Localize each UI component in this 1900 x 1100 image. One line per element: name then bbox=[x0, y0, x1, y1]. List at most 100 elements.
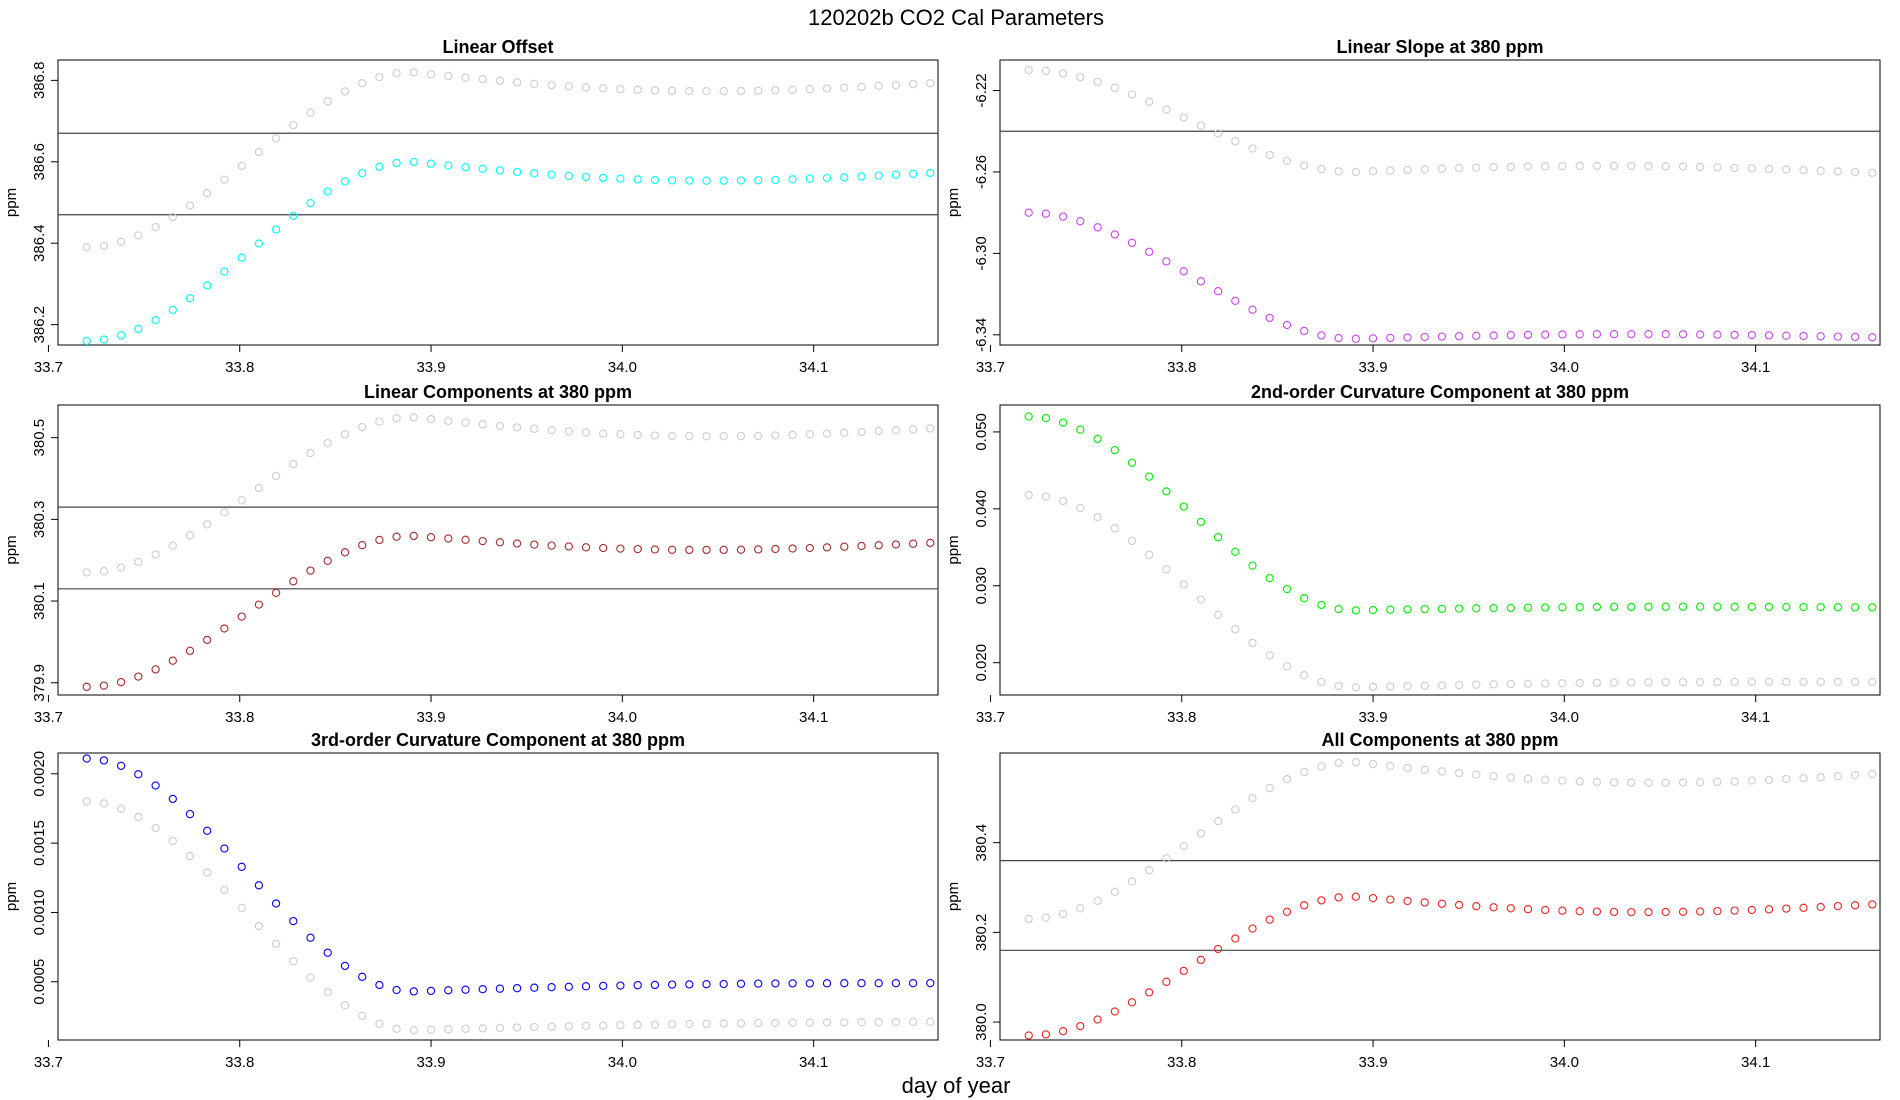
data-point bbox=[547, 170, 556, 179]
data-point bbox=[1523, 905, 1533, 914]
data-point bbox=[736, 979, 746, 988]
data-point bbox=[857, 541, 866, 551]
data-point bbox=[306, 566, 315, 575]
data-point bbox=[1351, 334, 1360, 343]
data-point bbox=[1764, 677, 1774, 687]
data-point bbox=[1644, 907, 1653, 917]
data-point bbox=[1196, 121, 1206, 130]
data-point bbox=[650, 1020, 660, 1029]
data-point bbox=[254, 147, 264, 157]
panel-3: Linear Components at 380 ppm ppm 33.7 33.8 3… bbox=[3, 382, 939, 726]
data-point bbox=[1076, 425, 1085, 434]
data-point bbox=[237, 612, 246, 621]
data-point bbox=[633, 981, 642, 990]
data-point bbox=[1816, 602, 1825, 612]
data-point bbox=[99, 681, 109, 690]
data-point bbox=[1816, 166, 1825, 175]
data-point bbox=[1523, 330, 1533, 340]
data-point bbox=[1076, 217, 1085, 226]
data-point bbox=[1713, 163, 1722, 172]
data-point bbox=[340, 961, 350, 971]
data-point bbox=[616, 174, 625, 183]
data-point bbox=[581, 172, 591, 182]
data-point bbox=[1058, 1027, 1068, 1036]
data-point bbox=[1265, 915, 1274, 924]
data-point bbox=[1713, 602, 1722, 611]
data-point bbox=[358, 422, 367, 432]
data-point bbox=[667, 431, 677, 441]
data-point bbox=[702, 432, 711, 441]
data-point bbox=[1231, 625, 1240, 634]
data-point bbox=[116, 237, 126, 246]
data-point bbox=[1317, 677, 1326, 687]
data-point bbox=[633, 85, 642, 94]
x-tick-label: 33.9 bbox=[416, 709, 445, 726]
data-point bbox=[1213, 817, 1223, 826]
data-point bbox=[685, 1019, 694, 1029]
data-point bbox=[840, 979, 849, 988]
x-tick-label: 34.1 bbox=[799, 359, 828, 376]
data-point bbox=[1489, 680, 1498, 689]
data-point bbox=[254, 921, 264, 931]
data-point bbox=[289, 957, 298, 966]
data-point bbox=[1472, 163, 1481, 172]
data-point bbox=[857, 427, 866, 437]
x-tick-label: 34.1 bbox=[1741, 709, 1770, 726]
data-point bbox=[444, 534, 453, 543]
data-point bbox=[754, 431, 763, 440]
data-point bbox=[392, 532, 401, 541]
data-point bbox=[530, 983, 539, 992]
data-point bbox=[1093, 77, 1102, 87]
data-point bbox=[926, 79, 935, 88]
data-point bbox=[1145, 988, 1154, 997]
data-point bbox=[1300, 594, 1309, 603]
data-point bbox=[1592, 777, 1602, 787]
data-point bbox=[719, 1019, 728, 1028]
data-point bbox=[116, 563, 126, 572]
y-tick-label: 0.0020 bbox=[31, 751, 48, 797]
data-point bbox=[581, 83, 591, 92]
data-point bbox=[134, 231, 143, 240]
data-point bbox=[1248, 638, 1257, 648]
data-point bbox=[1282, 584, 1292, 594]
data-point bbox=[1058, 909, 1068, 919]
data-point bbox=[203, 281, 212, 290]
data-point bbox=[1454, 900, 1464, 910]
data-point bbox=[254, 483, 264, 493]
data-point bbox=[650, 431, 660, 440]
x-tick-label: 33.7 bbox=[34, 709, 63, 726]
data-point bbox=[82, 336, 91, 346]
data-point bbox=[1799, 903, 1808, 912]
data-point bbox=[1024, 412, 1033, 421]
data-point bbox=[478, 1024, 487, 1033]
data-point bbox=[1454, 604, 1464, 613]
data-point bbox=[392, 69, 401, 78]
data-point bbox=[926, 168, 935, 178]
data-point bbox=[1093, 896, 1102, 905]
data-point bbox=[530, 169, 539, 178]
data-point bbox=[857, 979, 866, 988]
data-point bbox=[237, 903, 246, 912]
data-point bbox=[1368, 605, 1378, 615]
panel-title: Linear Offset bbox=[442, 37, 553, 57]
panel-title: Linear Slope at 380 ppm bbox=[1336, 37, 1543, 57]
data-point bbox=[271, 471, 281, 481]
data-point bbox=[289, 120, 298, 130]
data-point bbox=[392, 985, 401, 995]
data-point bbox=[1317, 164, 1326, 174]
series-raw bbox=[1024, 758, 1877, 924]
series-fit bbox=[82, 157, 935, 346]
data-point bbox=[1592, 161, 1602, 171]
series-fit bbox=[82, 531, 935, 691]
data-point bbox=[564, 427, 573, 436]
data-point bbox=[1058, 496, 1068, 506]
data-point bbox=[375, 162, 384, 171]
data-point bbox=[874, 81, 883, 91]
x-tick-label: 33.8 bbox=[1167, 709, 1196, 726]
data-point bbox=[409, 1026, 418, 1035]
data-point bbox=[1833, 332, 1843, 341]
data-point bbox=[1678, 677, 1688, 687]
data-point bbox=[599, 84, 608, 93]
data-point bbox=[633, 1020, 642, 1030]
